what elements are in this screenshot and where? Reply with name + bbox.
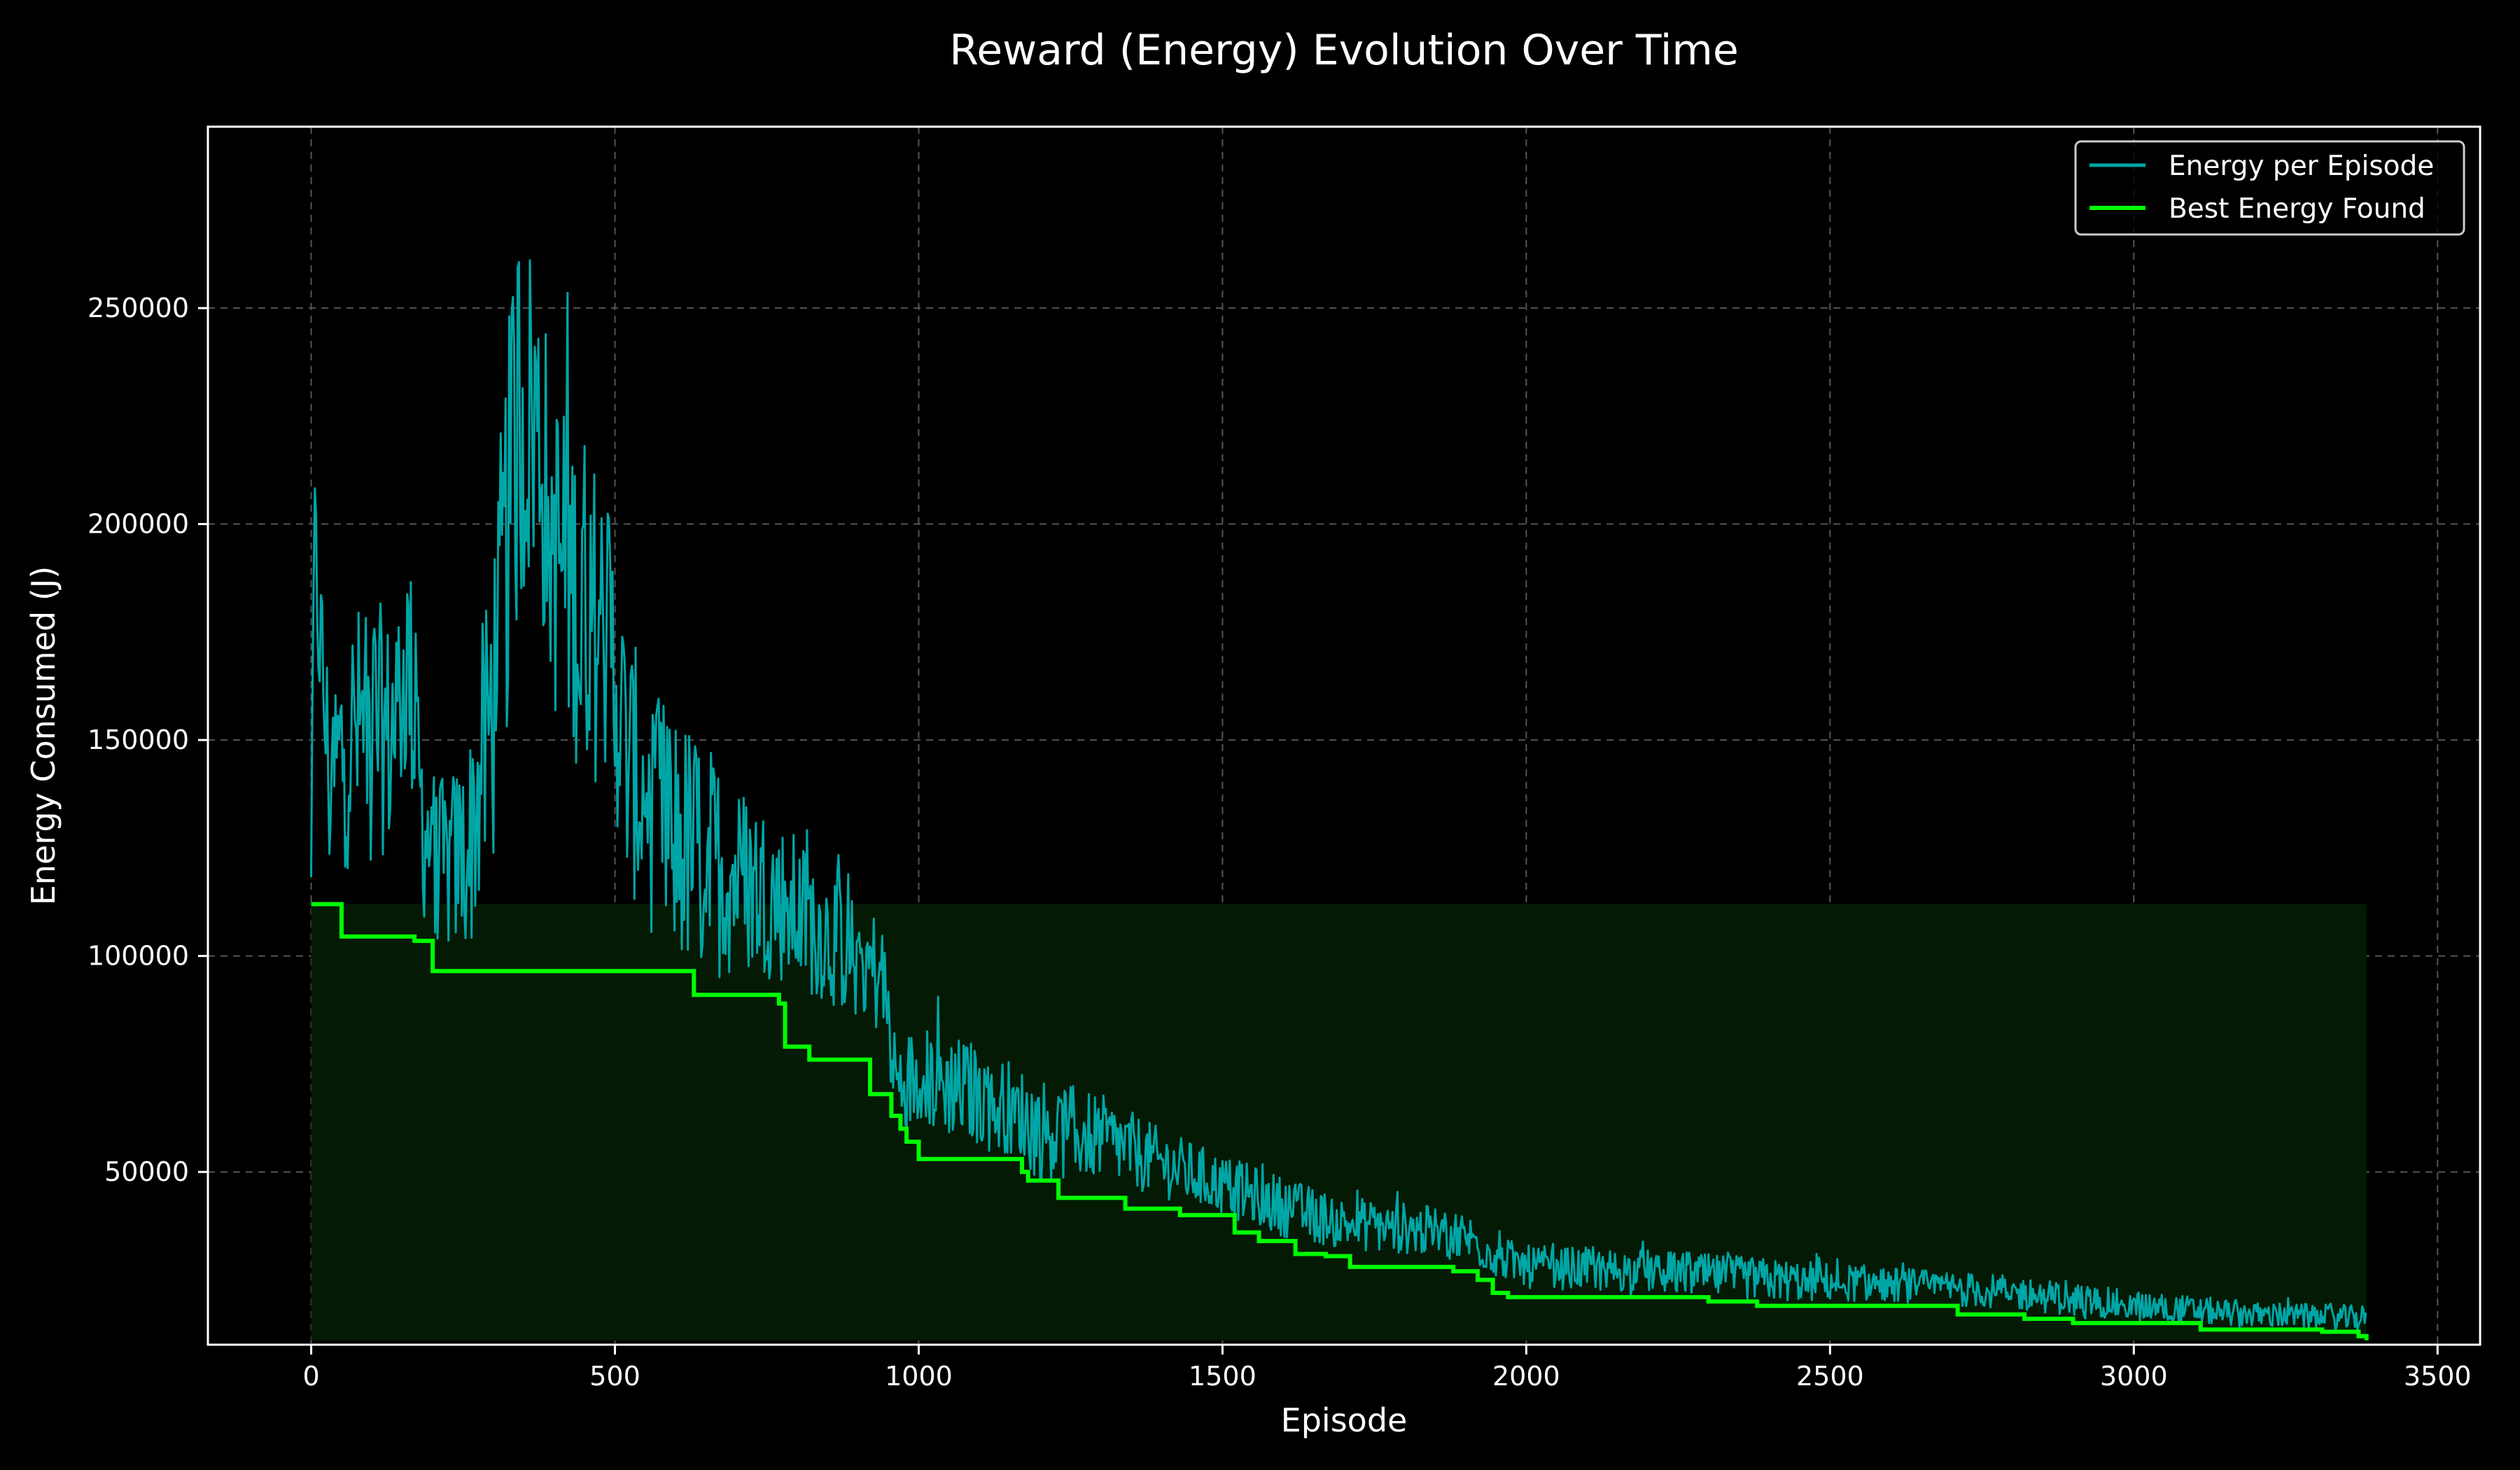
chart-title: Reward (Energy) Evolution Over Time [949,26,1739,75]
x-axis: 0 500 1000 1500 2000 2500 3000 3500 [302,1345,2472,1392]
legend: Energy per Episode Best Energy Found [2074,140,2465,236]
y-tick-label: 50000 [104,1156,189,1187]
legend-box [2074,140,2465,236]
plot-frame [206,125,2482,1346]
energy-line [310,259,2367,1332]
best-energy-line [311,902,2369,1340]
x-tick-label: 3000 [2100,1361,2168,1392]
x-tick-label: 0 [302,1361,319,1392]
x-tick-label: 2500 [1796,1361,1864,1392]
y-tick-label: 100000 [88,941,189,972]
series-energy-per-episode [310,259,2367,1332]
y-tick-label: 250000 [88,293,189,323]
fill-band [311,904,2367,1340]
x-axis-label: Episode [1281,1401,1408,1439]
x-tick-label: 1500 [1189,1361,1256,1392]
legend-label-energy: Energy per Episode [2169,150,2434,182]
series-best-energy-found [311,902,2369,1340]
y-axis: 50000 100000 150000 200000 250000 [88,293,208,1187]
x-tick-label: 3500 [2404,1361,2472,1392]
x-tick-label: 500 [589,1361,640,1392]
x-tick-label: 1000 [885,1361,953,1392]
y-axis-label: Energy Consumed (J) [24,566,62,906]
legend-label-best: Best Energy Found [2169,193,2426,225]
x-tick-label: 2000 [1492,1361,1560,1392]
y-tick-label: 200000 [88,509,189,540]
y-tick-label: 150000 [88,724,189,755]
